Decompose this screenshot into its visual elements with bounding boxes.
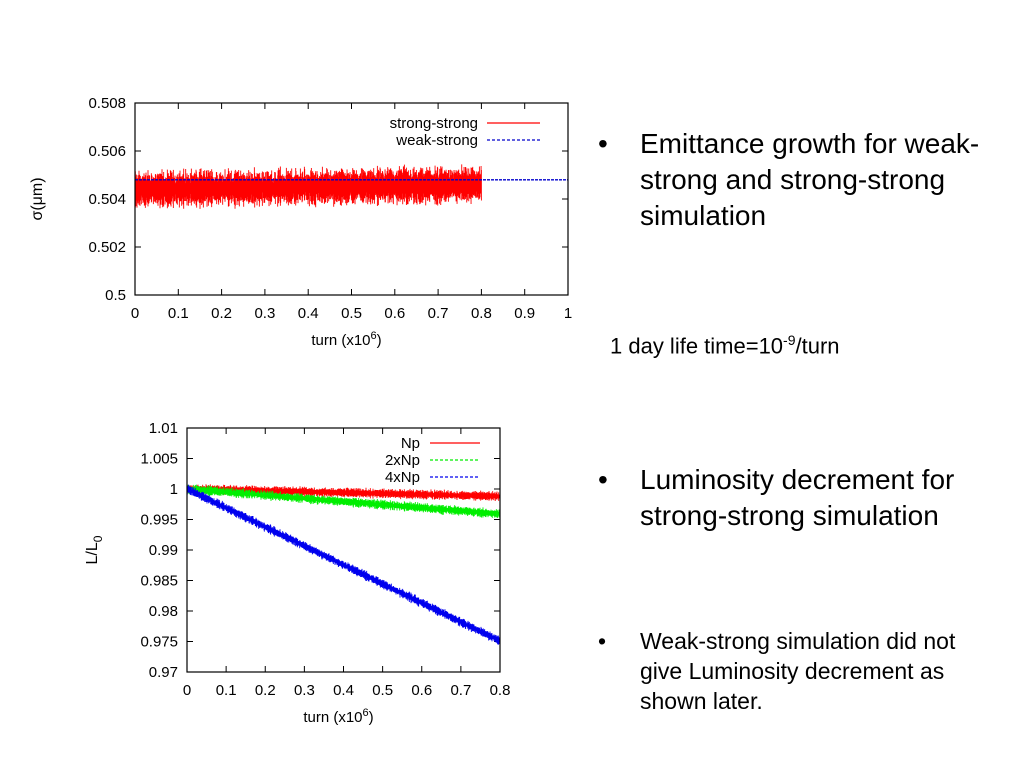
y-tick-label: 0.99 [149, 542, 178, 559]
y-tick-label: 0.5 [105, 287, 126, 304]
x-tick-label: 0.4 [298, 305, 319, 322]
x-tick-label: 0.5 [341, 305, 362, 322]
x-tick-label: 0.8 [471, 305, 492, 322]
y-tick-label: 0.506 [88, 143, 126, 160]
weakstrong-bullet-list: • Weak-strong simulation did not give Lu… [598, 626, 998, 716]
plot-frame [186, 427, 501, 673]
y-tick-label: 1.005 [140, 451, 178, 468]
lifetime-base: 1 day life time=10 [610, 333, 784, 359]
legend-label: strong-strong [390, 115, 478, 132]
bullet-dot: • [598, 128, 608, 159]
bullet-dot: • [598, 628, 607, 654]
x-tick-label: 0.5 [372, 682, 393, 699]
lifetime-exponent: -9 [783, 332, 796, 348]
y-tick-label: 0.508 [88, 95, 126, 112]
x-tick-label: 0.6 [411, 682, 432, 699]
x-tick-label: 0.1 [168, 305, 189, 322]
luminosity-bullet-list: • Luminosity decrement for strong-strong… [598, 462, 998, 534]
y-tick-label: 0.98 [149, 603, 178, 620]
series-strong-strong [135, 164, 482, 209]
weakstrong-bullet: • Weak-strong simulation did not give Lu… [598, 626, 998, 716]
x-tick-label: 0.9 [514, 305, 535, 322]
x-tick-label: 0.7 [450, 682, 471, 699]
emittance-chart: 0 0.1 0.2 0.3 0.4 0.5 0.6 0.7 0.8 0.9 1 0.5 0.502 0.5… [29, 95, 572, 349]
emittance-bullet-list: • Emittance growth for weak-strong and s… [598, 126, 998, 234]
x-tick-label: 0.2 [255, 682, 276, 699]
x-tick-label: 0.3 [294, 682, 315, 699]
legend-label: 4xNp [385, 469, 420, 486]
y-tick-label: 0.504 [88, 191, 126, 208]
x-tick-label: 0.6 [384, 305, 405, 322]
x-tick-label: 0.7 [428, 305, 449, 322]
x-tick-label: 0.1 [216, 682, 237, 699]
x-axis-label: turn (x106) [303, 707, 373, 726]
bullet-dot: • [598, 464, 608, 495]
series-4xNp [187, 484, 500, 645]
y-tick-label: 0.995 [140, 512, 178, 529]
y-tick-label: 0.975 [140, 634, 178, 651]
luminosity-chart: 0 0.1 0.2 0.3 0.4 0.5 0.6 0.7 0.8 0.97 0.975 0.98 0.… [84, 420, 511, 726]
emittance-bullet: • Emittance growth for weak-strong and s… [598, 126, 998, 234]
x-tick-label: 1 [564, 305, 572, 322]
x-tick-label: 0.3 [254, 305, 275, 322]
y-tick-label: 0.502 [88, 239, 126, 256]
legend-label: Np [401, 435, 420, 452]
x-tick-label: 0.4 [333, 682, 354, 699]
lifetime-tail: /turn [795, 333, 840, 359]
x-axis-label: turn (x106) [311, 330, 381, 349]
series-2xNp [187, 484, 500, 518]
x-tick-label: 0 [131, 305, 139, 322]
y-axis-label: σ(μm) [29, 177, 46, 220]
y-tick-label: 1.01 [149, 420, 178, 437]
emittance-bullet-text: Emittance growth for weak-strong and str… [640, 128, 980, 231]
x-tick-label: 0.2 [211, 305, 232, 322]
weakstrong-bullet-text: Weak-strong simulation did not give Lumi… [640, 628, 956, 714]
lifetime-note: 1 day life time=10-9/turn [610, 332, 840, 359]
x-tick-label: 0.8 [490, 682, 511, 699]
y-tick-label: 1 [170, 481, 178, 498]
x-tick-label: 0 [183, 682, 191, 699]
legend-label: weak-strong [395, 132, 478, 149]
y-axis-label: L/L0 [84, 535, 105, 564]
luminosity-bullet: • Luminosity decrement for strong-strong… [598, 462, 998, 534]
plot-frame [134, 102, 569, 296]
luminosity-bullet-text: Luminosity decrement for strong-strong s… [640, 464, 955, 531]
legend-label: 2xNp [385, 452, 420, 469]
y-tick-label: 0.985 [140, 573, 178, 590]
y-tick-label: 0.97 [149, 664, 178, 681]
